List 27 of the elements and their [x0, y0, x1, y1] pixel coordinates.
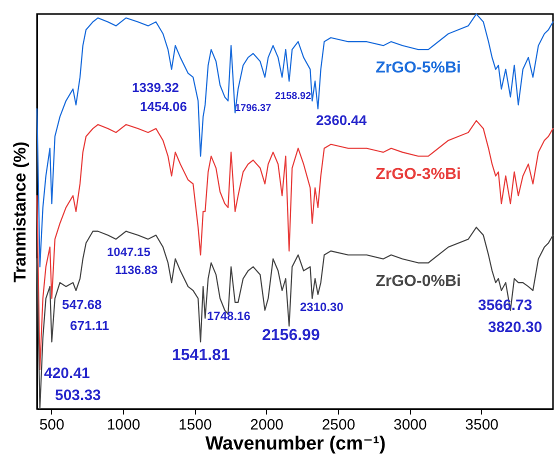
- x-tick-label: 3500: [465, 416, 499, 434]
- annotation: 1748.16: [207, 309, 251, 323]
- x-tick-label: 2500: [322, 416, 356, 434]
- x-axis-title: Wavenumber (cm⁻¹): [205, 434, 386, 454]
- annotation: 2360.44: [316, 112, 367, 128]
- annotation: 1541.81: [172, 347, 230, 364]
- y-axis-title: Tranmistance (%): [10, 142, 30, 282]
- x-tick-label: 1000: [106, 416, 140, 434]
- x-tick-label: 1500: [178, 416, 212, 434]
- annotation: 2158.92: [275, 91, 312, 102]
- annotation: 2156.99: [262, 327, 320, 344]
- annotation: 3820.30: [488, 319, 542, 336]
- series-label: ZrGO-5%Bi: [376, 60, 461, 77]
- annotation: 1047.15: [107, 245, 151, 259]
- annotation: 2310.30: [300, 300, 344, 314]
- x-tick-label: 2000: [250, 416, 284, 434]
- annotation: 1136.83: [115, 263, 158, 277]
- annotation: 1454.06: [140, 99, 187, 114]
- series-label: ZrGO-3%Bi: [376, 166, 461, 184]
- x-tick-label: 3000: [393, 416, 427, 434]
- series-label: ZrGO-0%Bi: [376, 272, 461, 290]
- annotation: 503.33: [55, 387, 101, 404]
- x-tick-label: 500: [39, 416, 64, 434]
- annotation: 420.41: [44, 365, 90, 382]
- annotation: 547.68: [62, 297, 102, 312]
- annotation: 1339.32: [132, 80, 179, 95]
- annotation: 671.11: [70, 318, 110, 333]
